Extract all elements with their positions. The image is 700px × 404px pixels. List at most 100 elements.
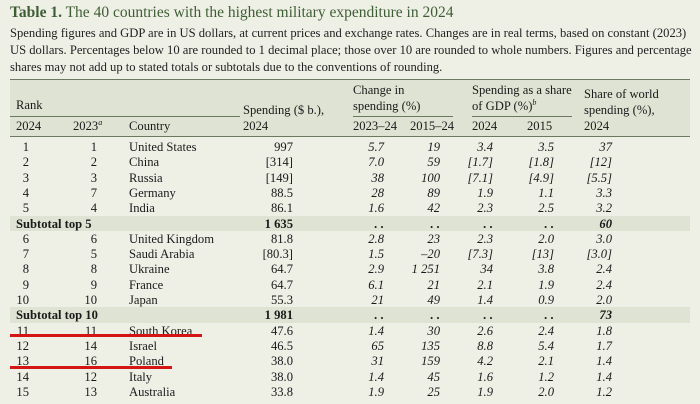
top-rule <box>10 79 690 80</box>
subtotal-g24-cell: . . <box>483 216 493 231</box>
row-country-cell: China <box>129 155 160 170</box>
header-rule-change <box>353 116 453 117</box>
row-c1-cell: 1.9 <box>368 384 384 399</box>
row-c2-cell: 89 <box>427 185 440 200</box>
header-spending-line2: 2024 <box>243 119 269 133</box>
row-c1-cell: 1.5 <box>368 247 384 262</box>
row-r23-cell: 6 <box>90 231 97 246</box>
row-g24-cell: 2.1 <box>477 277 493 292</box>
header-change-line1: Change in <box>353 83 405 97</box>
row-country-cell: Japan <box>129 293 158 307</box>
row-c2-cell: 49 <box>427 293 440 307</box>
row-g15-cell: 1.9 <box>538 277 554 292</box>
row-c2-cell: 19 <box>427 140 440 154</box>
row-g24-cell: 34 <box>480 262 493 277</box>
row-g15-cell: 3.8 <box>538 262 554 277</box>
header-gdp-line2: of GDP (%)b <box>472 97 537 113</box>
table-title-text: The 40 countries with the highest milita… <box>65 4 454 21</box>
row-r24-cell: 1 <box>22 140 29 154</box>
subtotal-row-background <box>10 215 690 231</box>
row-country-cell: Poland <box>129 354 164 369</box>
row-g15-cell: 1.2 <box>538 369 554 384</box>
row-c2-cell: 100 <box>421 170 440 185</box>
row-g15-cell: 2.1 <box>538 354 554 369</box>
row-g15-cell: 2.5 <box>538 201 554 216</box>
row-c1-cell: 31 <box>371 354 384 369</box>
row-spend-cell: 64.7 <box>270 262 293 277</box>
row-share-cell: 3.3 <box>596 185 612 200</box>
row-g24-cell: 1.6 <box>477 369 493 384</box>
row-c2-cell: 1 251 <box>411 262 440 277</box>
row-c2-cell: 25 <box>427 384 440 399</box>
header-change-2324: 2023–24 <box>353 119 398 133</box>
row-r23-cell: 9 <box>90 277 97 292</box>
row-r24-cell: 7 <box>22 247 29 262</box>
row-c2-cell: 23 <box>427 231 440 246</box>
row-r23-cell: 16 <box>84 354 97 369</box>
row-g15-cell: [13] <box>531 247 554 262</box>
header-gdp-2015: 2015 <box>527 119 553 133</box>
row-g24-cell: 8.8 <box>477 338 493 353</box>
row-g24-cell: 1.4 <box>477 293 493 307</box>
subtotal-g15-cell: . . <box>544 216 554 231</box>
subtotal-c1-cell: . . <box>374 308 384 323</box>
row-share-cell: [12] <box>589 155 612 170</box>
row-share-cell: 1.8 <box>596 323 612 338</box>
highlight-underline-south-korea <box>10 334 202 337</box>
subtotal-g15-cell: . . <box>544 308 554 323</box>
row-r23-cell: 5 <box>90 247 97 262</box>
row-g15-cell: 3.5 <box>538 140 554 154</box>
row-g24-cell: [1.7] <box>467 155 493 170</box>
header-gdp-line1: Spending as a share <box>472 83 572 97</box>
row-share-cell: 37 <box>599 140 612 154</box>
row-share-cell: [3.0] <box>586 247 612 262</box>
row-spend-cell: [314] <box>265 155 293 170</box>
row-country-cell: Russia <box>129 170 163 185</box>
row-share-cell: 1.7 <box>596 338 612 353</box>
subtotal-share-cell: 73 <box>599 308 612 323</box>
subtotal-row-background <box>10 307 690 323</box>
row-g24-cell: 3.4 <box>477 140 493 154</box>
row-c2-cell: 135 <box>421 338 440 353</box>
row-g15-cell: 2.0 <box>538 384 554 399</box>
row-c2-cell: 42 <box>427 201 440 216</box>
subtotal-r24-cell: Subtotal top 5 <box>16 216 92 231</box>
row-share-cell: 3.0 <box>596 231 612 246</box>
row-r23-cell: 12 <box>84 369 97 384</box>
row-spend-cell: 38.0 <box>270 354 293 369</box>
row-spend-cell: [80.3] <box>262 247 293 262</box>
row-c1-cell: 1.6 <box>368 201 384 216</box>
row-g15-cell: 2.4 <box>538 323 554 338</box>
row-share-cell: 3.2 <box>596 201 612 216</box>
row-g15-cell: 1.1 <box>538 185 554 200</box>
header-change-1524: 2015–24 <box>410 119 455 133</box>
row-r24-cell: 12 <box>16 338 29 353</box>
header-rule-left <box>10 116 240 117</box>
row-g24-cell: [7.3] <box>467 247 493 262</box>
row-country-cell: France <box>129 277 164 292</box>
row-spend-cell: 81.8 <box>270 231 293 246</box>
table-title: Table 1. The 40 countries with the highe… <box>10 4 453 22</box>
row-r24-cell: 14 <box>16 369 29 384</box>
header-rule-gdp <box>472 116 572 117</box>
row-r23-cell: 1 <box>90 140 97 154</box>
row-r23-cell: 4 <box>90 201 97 216</box>
subtotal-spend-cell: 1 635 <box>264 216 293 231</box>
row-country-cell: Australia <box>129 384 176 399</box>
row-share-cell: [5.5] <box>586 170 612 185</box>
table-note: Spending figures and GDP are in US dolla… <box>10 26 692 74</box>
row-spend-cell: [149] <box>265 170 293 185</box>
highlight-underline-poland <box>10 366 172 369</box>
header-gdp-2024: 2024 <box>472 119 498 133</box>
row-r24-cell: 5 <box>22 201 29 216</box>
row-r24-cell: 9 <box>22 277 29 292</box>
row-country-cell: Italy <box>129 369 153 384</box>
header-world-line2: spending (%), <box>584 103 655 117</box>
row-c1-cell: 21 <box>371 293 384 307</box>
subtotal-share-cell: 60 <box>599 216 612 231</box>
row-spend-cell: 86.1 <box>270 201 293 216</box>
row-country-cell: United Kingdom <box>129 231 215 246</box>
row-r24-cell: 3 <box>22 170 29 185</box>
row-c2-cell: 45 <box>427 369 440 384</box>
